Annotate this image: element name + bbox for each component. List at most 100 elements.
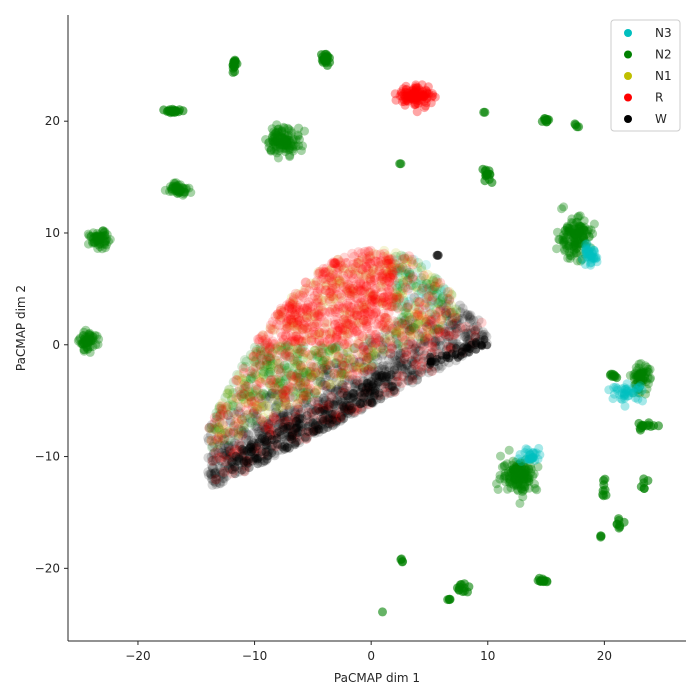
- data-point-r: [285, 382, 296, 393]
- data-point-w: [211, 424, 222, 435]
- data-point-w: [231, 451, 242, 462]
- data-point-w: [270, 388, 281, 399]
- data-point-r: [417, 340, 428, 351]
- data-point-w: [280, 418, 291, 429]
- data-point-w: [334, 399, 345, 410]
- data-point-n1: [403, 308, 414, 319]
- data-point-w: [392, 356, 403, 366]
- legend-marker-n2: [624, 50, 632, 59]
- data-point-w: [289, 430, 300, 441]
- data-point-w: [254, 429, 265, 439]
- data-point-w: [211, 453, 222, 464]
- data-point-n1: [393, 326, 404, 337]
- data-point-n1: [302, 383, 313, 394]
- data-point-w: [323, 405, 333, 415]
- data-point-w: [261, 440, 271, 450]
- data-point-w: [372, 354, 383, 365]
- data-point-w: [362, 399, 373, 410]
- data-point-w: [265, 419, 276, 430]
- data-point-w: [267, 415, 278, 426]
- data-point-w: [334, 390, 345, 401]
- data-point-w: [362, 366, 373, 377]
- data-point-w: [409, 312, 420, 322]
- data-point-w: [355, 398, 365, 409]
- data-point-r: [359, 344, 369, 355]
- data-point-w: [325, 409, 336, 420]
- data-point-w: [330, 409, 341, 420]
- data-point-w: [377, 371, 388, 382]
- data-point-n2: [631, 363, 641, 373]
- data-point-w: [343, 404, 354, 415]
- data-point-w: [300, 376, 311, 387]
- data-point-w: [380, 371, 391, 382]
- data-point-n1: [213, 422, 224, 433]
- data-point-n1: [340, 316, 351, 327]
- data-point-w: [431, 344, 442, 354]
- data-point-w: [320, 405, 331, 416]
- data-point-w: [318, 397, 329, 408]
- data-point-w: [404, 326, 415, 337]
- data-point-w: [300, 432, 310, 442]
- data-point-w: [322, 414, 333, 425]
- data-point-w: [425, 319, 435, 330]
- data-point-w: [371, 394, 382, 405]
- data-point-w: [386, 370, 397, 381]
- data-point-w: [463, 328, 474, 339]
- data-point-w: [209, 476, 220, 487]
- data-point-w: [252, 423, 263, 434]
- data-point-w: [254, 437, 265, 448]
- data-point-w: [217, 476, 228, 487]
- data-point-r: [403, 299, 414, 310]
- data-point-w: [275, 439, 286, 450]
- data-point-w: [321, 381, 332, 391]
- data-point-w: [326, 392, 337, 403]
- data-point-w: [378, 344, 389, 355]
- data-point-w: [419, 335, 430, 346]
- data-point-w: [275, 418, 285, 429]
- data-point-w: [228, 428, 239, 439]
- data-point-n1: [303, 350, 314, 361]
- data-point-w: [262, 439, 273, 450]
- data-point-w: [209, 447, 220, 458]
- data-point-w: [248, 442, 259, 453]
- data-point-n1: [286, 292, 297, 303]
- data-point-w: [318, 399, 329, 410]
- data-point-n1: [412, 320, 422, 331]
- data-point-w: [254, 451, 265, 462]
- data-point-w: [290, 416, 301, 427]
- data-point-w: [426, 359, 435, 368]
- data-point-n1: [398, 285, 409, 296]
- data-point-w: [206, 429, 216, 440]
- data-point-n1: [356, 348, 367, 359]
- data-point-w: [396, 355, 407, 366]
- data-point-n1: [260, 401, 270, 411]
- data-point-w: [400, 319, 411, 330]
- legend-label-r: R: [655, 91, 663, 105]
- data-point-w: [281, 415, 292, 426]
- data-point-w: [249, 449, 260, 460]
- data-point-w: [412, 351, 423, 362]
- data-point-w: [267, 388, 278, 399]
- data-point-w: [430, 336, 441, 347]
- data-point-n1: [342, 342, 352, 353]
- data-point-w: [438, 323, 449, 334]
- data-point-r: [431, 312, 441, 323]
- data-point-w: [241, 434, 252, 445]
- data-point-w: [347, 403, 357, 414]
- data-point-w: [249, 446, 260, 457]
- data-point-w: [211, 471, 221, 482]
- data-point-w: [218, 448, 229, 459]
- data-point-r: [298, 320, 309, 330]
- data-point-w: [326, 382, 337, 393]
- data-point-n2: [168, 106, 178, 116]
- data-point-w: [330, 386, 341, 397]
- data-point-w: [332, 384, 343, 395]
- data-point-w: [266, 423, 277, 434]
- data-point-w: [255, 457, 266, 468]
- data-point-w: [240, 447, 251, 458]
- data-point-w: [472, 324, 483, 335]
- data-point-w: [228, 451, 239, 462]
- data-point-n2: [378, 607, 387, 617]
- data-point-w: [293, 412, 304, 423]
- data-point-r: [300, 277, 311, 288]
